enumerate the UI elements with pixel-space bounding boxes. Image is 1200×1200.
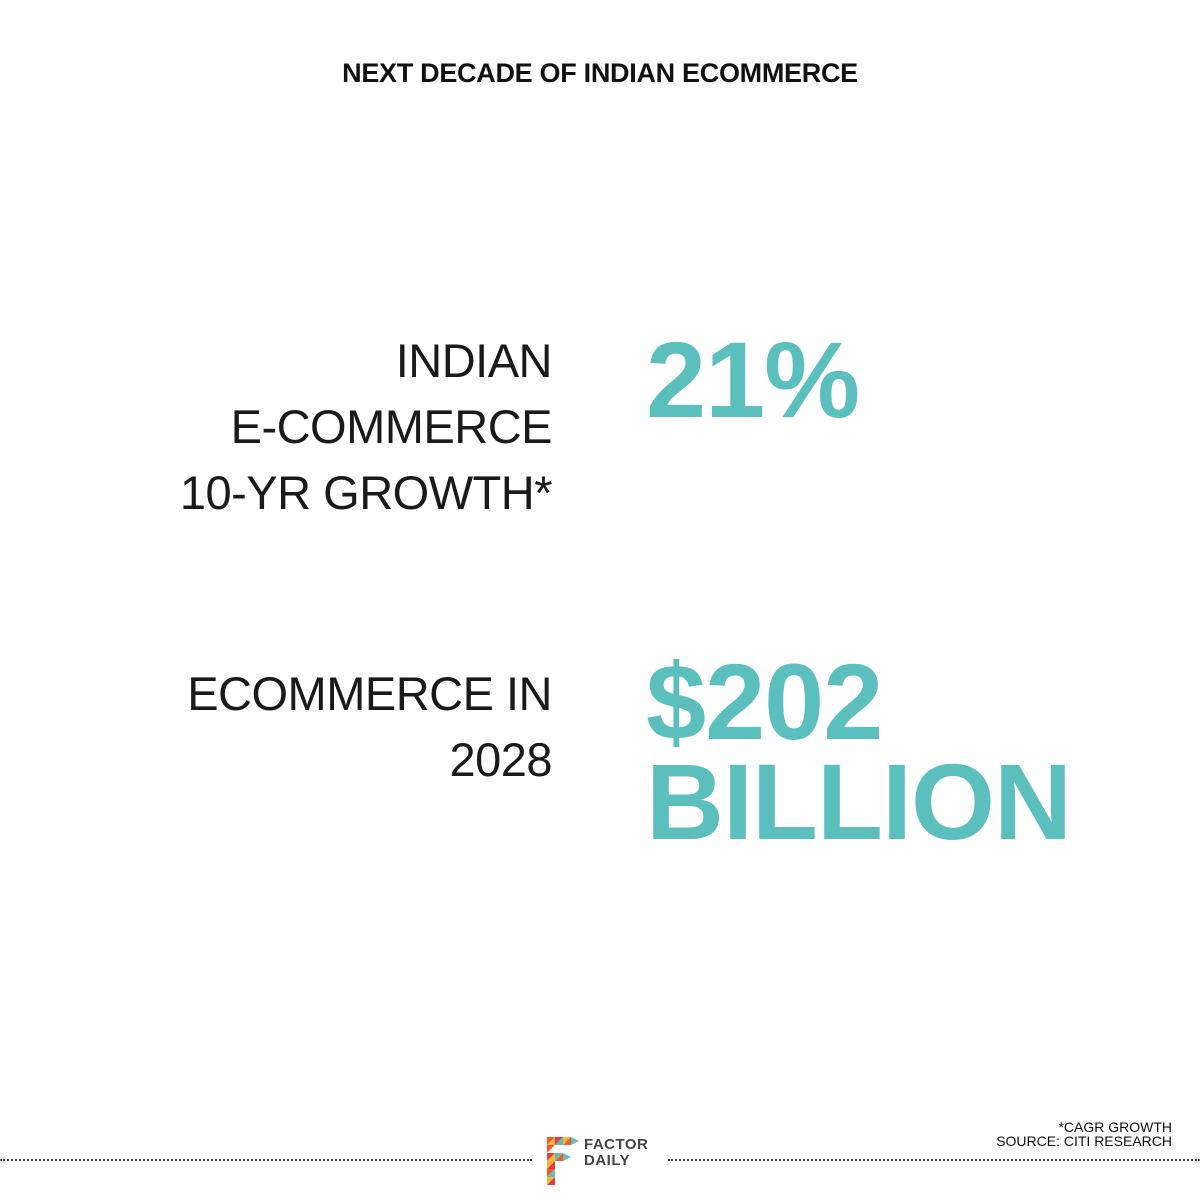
stat-value-line: $202 — [646, 641, 883, 762]
factor-daily-logo-text: FACTOR DAILY — [584, 1137, 648, 1169]
stat-label-line: 10-YR GROWTH* — [179, 466, 553, 519]
stat-label-line: 2028 — [449, 733, 552, 786]
stat-label-line: INDIAN — [395, 334, 553, 387]
logo-text-line: DAILY — [584, 1152, 631, 1169]
footer-divider-right — [668, 1159, 1200, 1161]
stat-value-line: BILLION — [646, 741, 1072, 862]
stat-label-2028: ECOMMERCE IN 2028 — [187, 661, 552, 793]
stat-label-growth: INDIAN E-COMMERCE 10-YR GROWTH* — [179, 328, 553, 526]
stat-value-2028: $202 BILLION — [646, 641, 1072, 862]
footnote-source: SOURCE: CITI RESEARCH — [996, 1133, 1172, 1149]
stat-value-line: 21% — [646, 319, 860, 440]
footnote-cagr: *CAGR GROWTH — [1058, 1119, 1172, 1135]
stat-label-line: ECOMMERCE IN — [187, 667, 552, 720]
stat-label-line: E-COMMERCE — [230, 400, 553, 453]
footnotes: *CAGR GROWTH SOURCE: CITI RESEARCH — [996, 1120, 1172, 1148]
stat-value-growth: 21% — [646, 319, 860, 440]
logo-text-line: FACTOR — [584, 1136, 649, 1153]
factor-daily-logo-icon — [547, 1137, 579, 1185]
footer-divider-left — [0, 1159, 532, 1161]
page-title: NEXT DECADE OF INDIAN ECOMMERCE — [342, 58, 858, 88]
